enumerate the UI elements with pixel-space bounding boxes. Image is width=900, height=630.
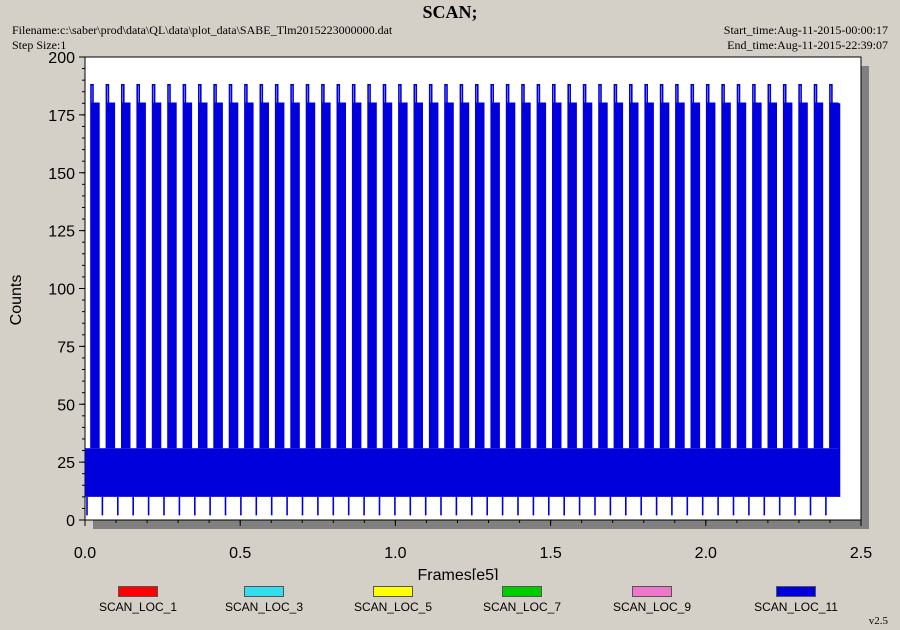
x-axis-label: Frames[e5] [418, 567, 499, 580]
x-tick-label: 2.0 [695, 545, 717, 562]
y-tick-label: 100 [48, 282, 75, 299]
series-baseline-band [85, 448, 840, 497]
version-label: v2.5 [868, 615, 888, 627]
end-time-label: End_time:Aug-11-2015-22:39:07 [727, 38, 888, 52]
data-layer [85, 84, 841, 516]
legend-label: SCAN_LOC_9 [612, 600, 692, 614]
legend-swatch [118, 586, 158, 597]
legend-item: SCAN_LOC_5 [338, 586, 448, 614]
plot-svg: 0 25 50 75 100 125 150 175 200 0.0 0.5 1.0 1.5 2.0 2.5… [8, 50, 872, 580]
legend-label: SCAN_LOC_3 [224, 600, 304, 614]
legend-swatch [502, 586, 542, 597]
legend-item: SCAN_LOC_7 [467, 586, 577, 614]
y-tick-label: 25 [57, 455, 75, 472]
legend-swatch [244, 586, 284, 597]
legend-item: SCAN_LOC_9 [597, 586, 707, 614]
legend-item: SCAN_LOC_3 [209, 586, 319, 614]
x-tick-label: 0.0 [74, 545, 96, 562]
y-tick-label: 125 [48, 224, 75, 241]
series-line-scan-loc-11 [86, 84, 839, 516]
y-axis-label: Counts [8, 275, 25, 326]
y-tick-label: 150 [48, 166, 75, 183]
y-tick-label: 0 [66, 513, 75, 530]
legend-label: SCAN_LOC_7 [482, 600, 562, 614]
filename-label: Filename:c:\saber\prod\data\QL\data\plot… [12, 23, 393, 37]
legend-swatch [373, 586, 413, 597]
x-tick-label: 1.0 [384, 545, 406, 562]
step-size-label: Step Size:1 [12, 38, 67, 52]
axis-layer: 0 25 50 75 100 125 150 175 200 0.0 0.5 1.0 1.5 2.0 2.5 [48, 50, 872, 562]
legend-label: SCAN_LOC_5 [353, 600, 433, 614]
x-tick-label: 0.5 [229, 545, 251, 562]
y-tick-label: 200 [48, 50, 75, 67]
y-tick-label: 75 [57, 339, 75, 356]
start-time-label: Start_time:Aug-11-2015-00:00:17 [723, 23, 888, 37]
chart-title: SCAN; [422, 2, 478, 22]
legend-label: SCAN_LOC_1 [98, 600, 178, 614]
legend-swatch [776, 586, 816, 597]
legend-swatch [632, 586, 672, 597]
legend-item: SCAN_LOC_11 [741, 586, 851, 614]
legend-label: SCAN_LOC_11 [754, 600, 838, 614]
y-tick-label: 50 [57, 397, 75, 414]
legend-item: SCAN_LOC_1 [83, 586, 193, 614]
y-tick-label: 175 [48, 108, 75, 125]
x-tick-label: 2.5 [850, 545, 872, 562]
x-tick-label: 1.5 [539, 545, 561, 562]
